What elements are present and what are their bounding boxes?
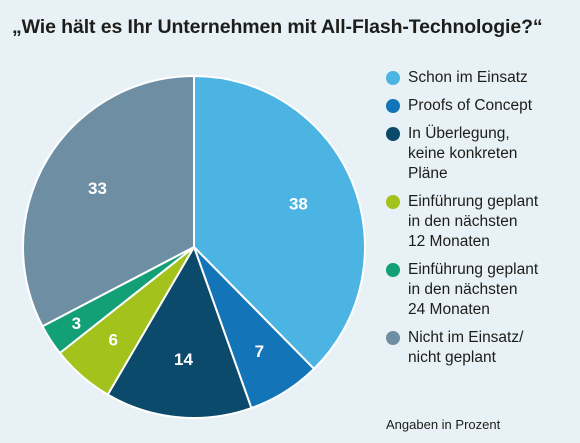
pie-slice-3 [106, 244, 253, 419]
pie-slice-6 [22, 74, 195, 328]
legend-label: Schon im Einsatz [408, 69, 528, 86]
legend-item-4: Einführung geplant in den nächsten 12 Mo… [386, 192, 576, 252]
slice-value-label-5: 3 [72, 314, 81, 333]
legend-label: Proofs of Concept [408, 97, 533, 114]
legend-swatch [386, 71, 400, 85]
legend-label: Nicht im Einsatz/ nicht geplant [408, 329, 524, 366]
legend-label: In Überlegung, keine konkreten Pläne [408, 125, 518, 182]
legend-swatch [386, 263, 400, 277]
legend-item-3: In Überlegung, keine konkreten Pläne [386, 124, 576, 184]
legend-item-2: Proofs of Concept [386, 96, 576, 116]
slice-value-label-6: 33 [88, 179, 107, 198]
slice-value-label-3: 14 [174, 350, 193, 369]
legend-swatch [386, 195, 400, 209]
legend-label: Einführung geplant in den nächsten 12 Mo… [408, 193, 539, 250]
legend-swatch [386, 99, 400, 113]
slice-value-label-4: 6 [109, 330, 118, 349]
chart-note: Angaben in Prozent [386, 417, 501, 432]
legend-item-5: Einführung geplant in den nächsten 24 Mo… [386, 260, 576, 320]
pie-slice-1 [193, 74, 366, 371]
legend-swatch [386, 331, 400, 345]
legend-swatch [386, 127, 400, 141]
chart-title: „Wie hält es Ihr Unternehmen mit All-Fla… [12, 16, 543, 38]
legend-item-6: Nicht im Einsatz/ nicht geplant [386, 328, 576, 368]
legend-label: Einführung geplant in den nächsten 24 Mo… [408, 261, 539, 318]
legend-item-1: Schon im Einsatz [386, 68, 576, 88]
legend: Schon im Einsatz Proofs of Concept In Über… [386, 68, 576, 376]
slice-value-label-2: 7 [255, 342, 264, 361]
slice-value-label-1: 38 [289, 195, 308, 214]
